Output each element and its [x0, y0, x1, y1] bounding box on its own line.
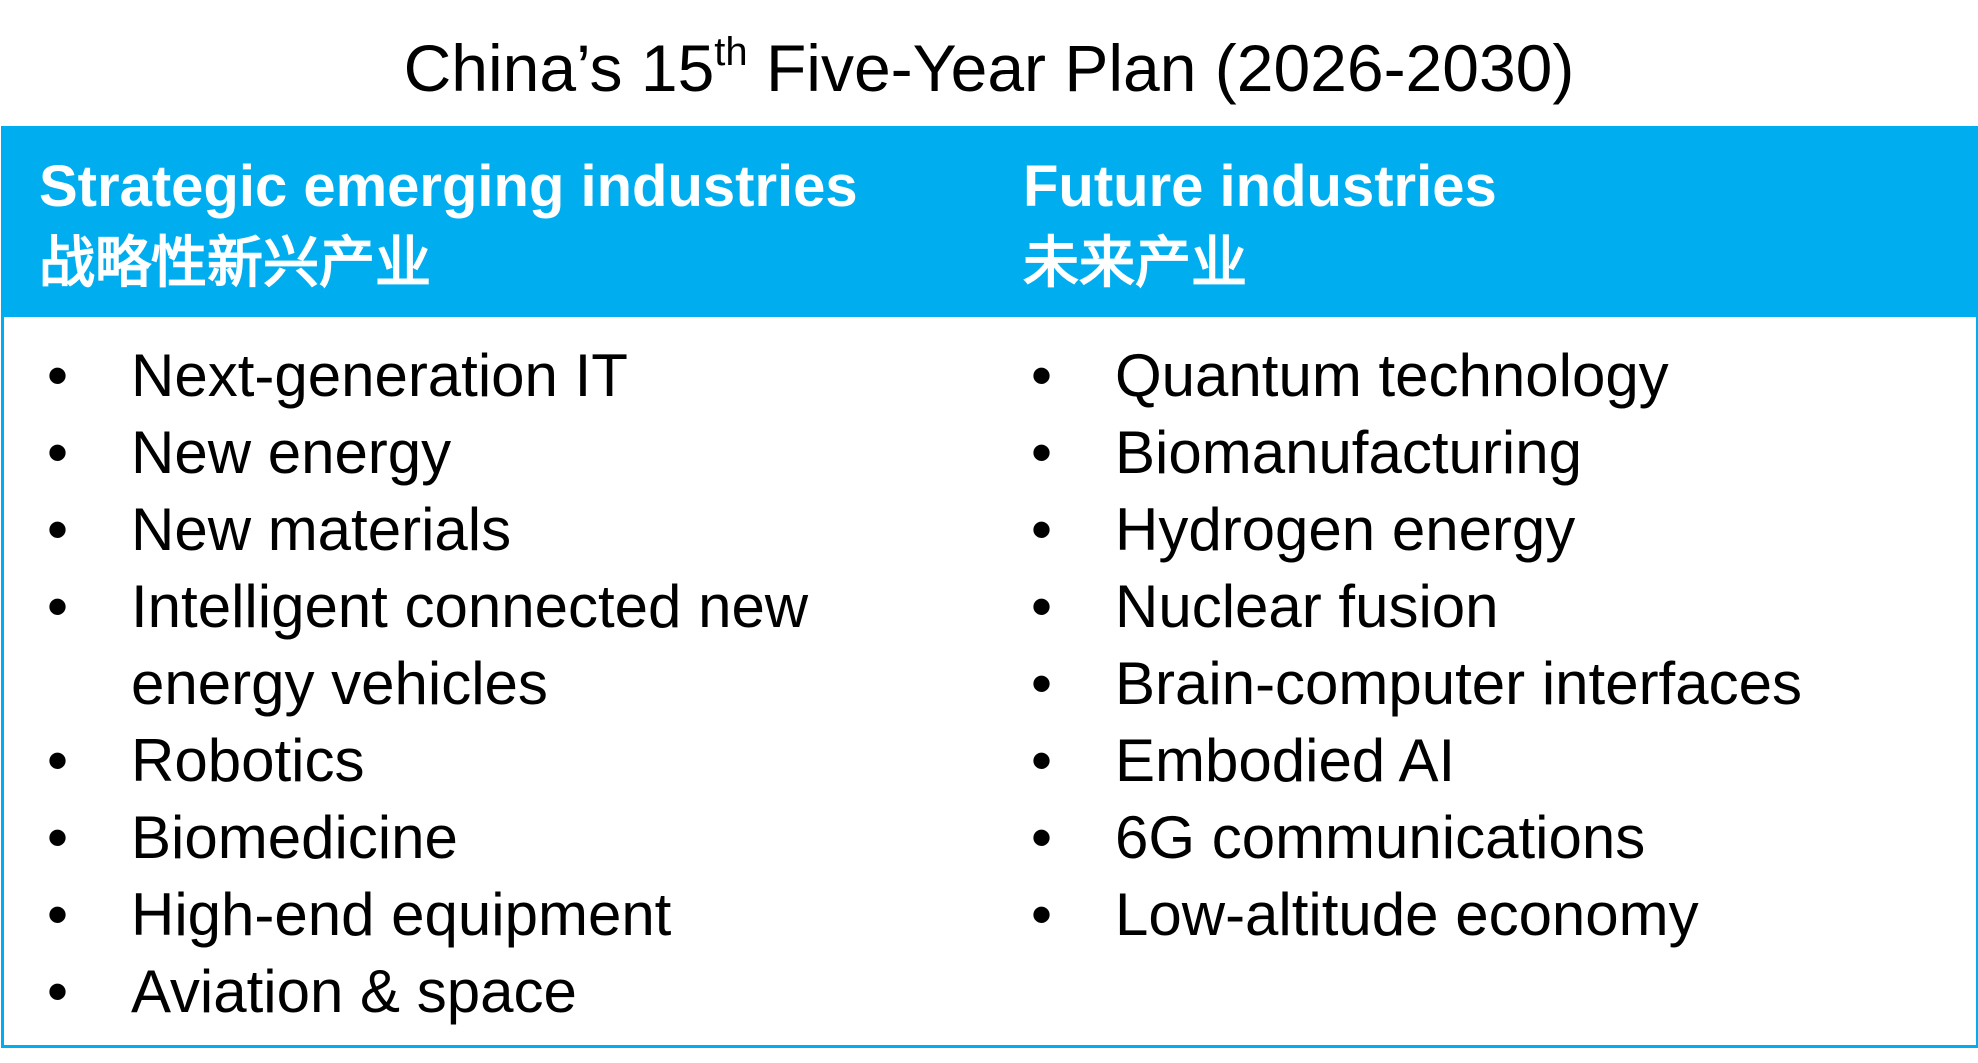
list-item: • Nuclear fusion [1023, 568, 1975, 645]
list-item: • Brain-computer interfaces [1023, 645, 1975, 722]
bullet: • [1031, 727, 1053, 794]
bullet: • [1031, 342, 1053, 409]
item-text: Quantum technology [1115, 342, 1669, 409]
table-header: Strategic emerging industries 战略性新兴产业 Fu… [4, 129, 1976, 317]
list-item: • New materials [39, 491, 991, 568]
list-item: • 6G communications [1023, 799, 1975, 876]
list-item: • Quantum technology [1023, 337, 1975, 414]
bullet: • [47, 573, 69, 640]
list-item: • Hydrogen energy [1023, 491, 1975, 568]
list-item: • High-end equipment [39, 876, 991, 953]
bullet: • [47, 958, 69, 1025]
bullet: • [47, 342, 69, 409]
list-item: • Biomanufacturing [1023, 414, 1975, 491]
list-item: • Embodied AI [1023, 722, 1975, 799]
list-item: • Low-altitude economy [1023, 876, 1975, 953]
list-item: • Robotics [39, 722, 991, 799]
list-item: • Next-generation IT [39, 337, 991, 414]
item-text: Low-altitude economy [1115, 881, 1699, 948]
list-item: • Intelligent connected new energy vehicl… [39, 568, 991, 722]
bullet: • [1031, 573, 1053, 640]
bullet: • [1031, 496, 1053, 563]
bullet: • [47, 804, 69, 871]
item-text: Embodied AI [1115, 727, 1456, 794]
item-text: 6G communications [1115, 804, 1646, 871]
item-text: Biomedicine [131, 804, 458, 871]
bullet: • [1031, 881, 1053, 948]
bullet: • [1031, 650, 1053, 717]
bullet: • [47, 727, 69, 794]
title-text: Five-Year Plan (2026-2030) [747, 31, 1575, 105]
item-text: Next-generation IT [131, 342, 628, 409]
title-superscript: th [714, 30, 748, 74]
bullet: • [1031, 804, 1053, 871]
item-list: • Quantum technology • Biomanufacturing • Hyd… [1023, 337, 1975, 953]
bullet: • [47, 419, 69, 486]
heading-en: Strategic emerging industries [39, 154, 858, 219]
heading-zh: 战略性新兴产业 [39, 231, 431, 294]
item-text: Intelligent connected new energy vehicle… [131, 573, 809, 717]
item-list: • Next-generation IT • New energy • New mater… [39, 337, 991, 1030]
item-text: New energy [131, 419, 452, 486]
list-item: • Biomedicine [39, 799, 991, 876]
item-text: Nuclear fusion [1115, 573, 1499, 640]
item-text: Hydrogen energy [1115, 496, 1576, 563]
list-item: • New energy [39, 414, 991, 491]
item-text: Aviation & space [131, 958, 577, 1025]
column-heading: Future industries 未来产业 [1023, 149, 1497, 301]
item-text: Biomanufacturing [1115, 419, 1582, 486]
item-text: High-end equipment [131, 881, 672, 948]
item-text: New materials [131, 496, 512, 563]
title: China’s 15th Five-Year Plan (2026-2030) [0, 28, 1978, 108]
bullet: • [47, 881, 69, 948]
heading-zh: 未来产业 [1023, 231, 1247, 294]
bullet: • [47, 496, 69, 563]
bullet: • [1031, 419, 1053, 486]
item-text: Brain-computer interfaces [1115, 650, 1802, 717]
item-text: Robotics [131, 727, 365, 794]
list-item: • Aviation & space [39, 953, 991, 1030]
column-heading: Strategic emerging industries 战略性新兴产业 [39, 149, 858, 301]
heading-en: Future industries [1023, 154, 1497, 219]
title-text: China’s 15 [403, 31, 715, 105]
table: Strategic emerging industries 战略性新兴产业 Fu… [1, 126, 1978, 1048]
